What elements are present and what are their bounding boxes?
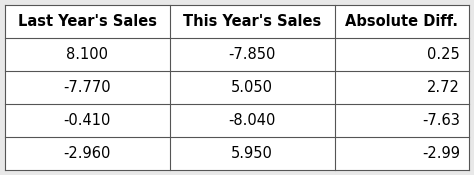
Text: 8.100: 8.100 [66,47,108,62]
Text: -0.410: -0.410 [64,113,111,128]
Text: -2.960: -2.960 [64,146,111,161]
Text: Last Year's Sales: Last Year's Sales [18,14,157,29]
Text: 5.050: 5.050 [231,80,273,95]
Text: -7.770: -7.770 [64,80,111,95]
Text: 5.950: 5.950 [231,146,273,161]
Text: Absolute Diff.: Absolute Diff. [346,14,458,29]
Text: 0.25: 0.25 [427,47,460,62]
Text: -8.040: -8.040 [228,113,276,128]
Text: -7.63: -7.63 [422,113,460,128]
Text: -7.850: -7.850 [228,47,276,62]
Text: This Year's Sales: This Year's Sales [183,14,321,29]
Text: 2.72: 2.72 [427,80,460,95]
Text: -2.99: -2.99 [422,146,460,161]
